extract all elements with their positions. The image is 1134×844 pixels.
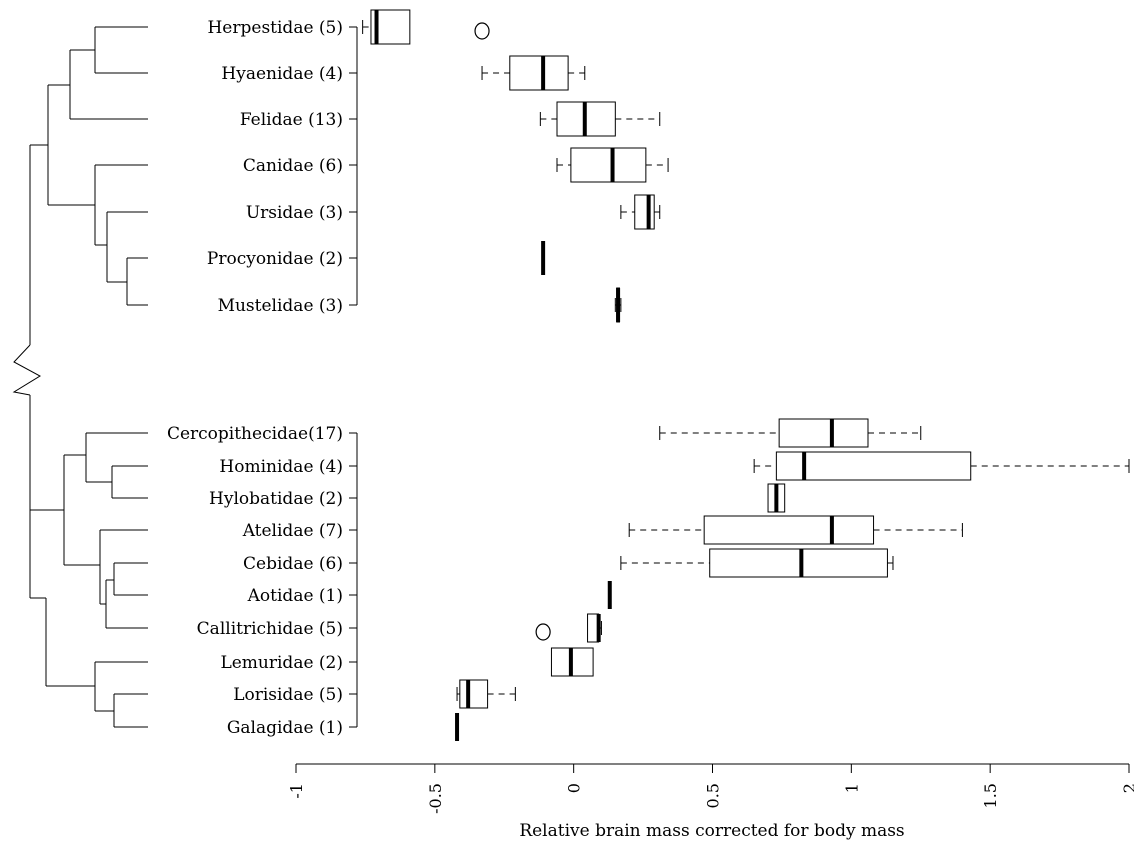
box-canidae [556, 147, 669, 183]
box-hyaenidae [481, 55, 586, 91]
box-callitrichidae [535, 613, 602, 643]
x-tick-label: 0.5 [704, 783, 723, 808]
x-tick-label: 1 [842, 783, 861, 793]
family-label-felidae: Felidae (13) [240, 110, 343, 130]
box-iqr [778, 418, 869, 448]
x-tick-label: -1 [287, 783, 306, 799]
box-lorisidae [456, 679, 516, 709]
family-label-hylobatidae: Hylobatidae (2) [209, 489, 343, 509]
box-hylobatidae [767, 483, 786, 513]
box-iqr [775, 451, 972, 481]
family-label-hyaenidae: Hyaenidae (4) [221, 64, 343, 84]
outlier-point [535, 623, 551, 641]
x-tick-label: 0 [565, 783, 584, 793]
family-label-lemuridae: Lemuridae (2) [220, 653, 343, 673]
box-lemuridae [550, 647, 594, 677]
box-atelidae [628, 515, 963, 545]
family-label-ursidae: Ursidae (3) [246, 203, 343, 223]
x-tick-label: 1.5 [981, 783, 1000, 808]
family-label-hominidae: Hominidae (4) [219, 457, 343, 477]
box-iqr [509, 55, 569, 91]
box-iqr [459, 679, 489, 709]
family-label-lorisidae: Lorisidae (5) [233, 685, 343, 705]
outlier-point [474, 22, 490, 40]
x-axis-label: Relative brain mass corrected for body m… [519, 821, 904, 841]
family-label-mustelidae: Mustelidae (3) [218, 296, 343, 316]
family-label-cercopithecidae: Cercopithecidae(17) [167, 424, 343, 444]
box-cebidae [620, 548, 894, 578]
family-label-galagidae: Galagidae (1) [227, 718, 343, 738]
family-labels: Herpestidae (5) Hyaenidae (4) Felidae (13)… [167, 18, 358, 738]
boxplot-marks [362, 9, 1130, 741]
box-cercopithecidae [659, 418, 922, 448]
family-label-herpestidae: Herpestidae (5) [207, 18, 343, 38]
family-label-callitrichidae: Callitrichidae (5) [197, 619, 343, 639]
x-tick-label: 2 [1120, 783, 1134, 793]
box-iqr [570, 147, 647, 183]
family-label-cebidae: Cebidae (6) [243, 554, 343, 574]
x-axis: -1 -0.5 0 0.5 1 1.5 2 [287, 763, 1134, 814]
box-herpestidae [362, 9, 490, 45]
phylogenetic-tree [12, 26, 148, 728]
box-mustelidae [614, 287, 622, 323]
box-hominidae [753, 451, 1130, 481]
box-felidae [539, 101, 661, 137]
family-label-aotidae: Aotidae (1) [247, 586, 343, 606]
box-ursidae [620, 194, 661, 230]
box-iqr [709, 548, 888, 578]
family-label-atelidae: Atelidae (7) [242, 521, 343, 541]
box-iqr [634, 194, 655, 230]
x-tick-label: -0.5 [426, 783, 445, 814]
family-label-procyonidae: Procyonidae (2) [207, 249, 343, 269]
axis-break-zigzag [12, 344, 42, 396]
family-label-canidae: Canidae (6) [243, 156, 343, 176]
box-iqr [703, 515, 875, 545]
